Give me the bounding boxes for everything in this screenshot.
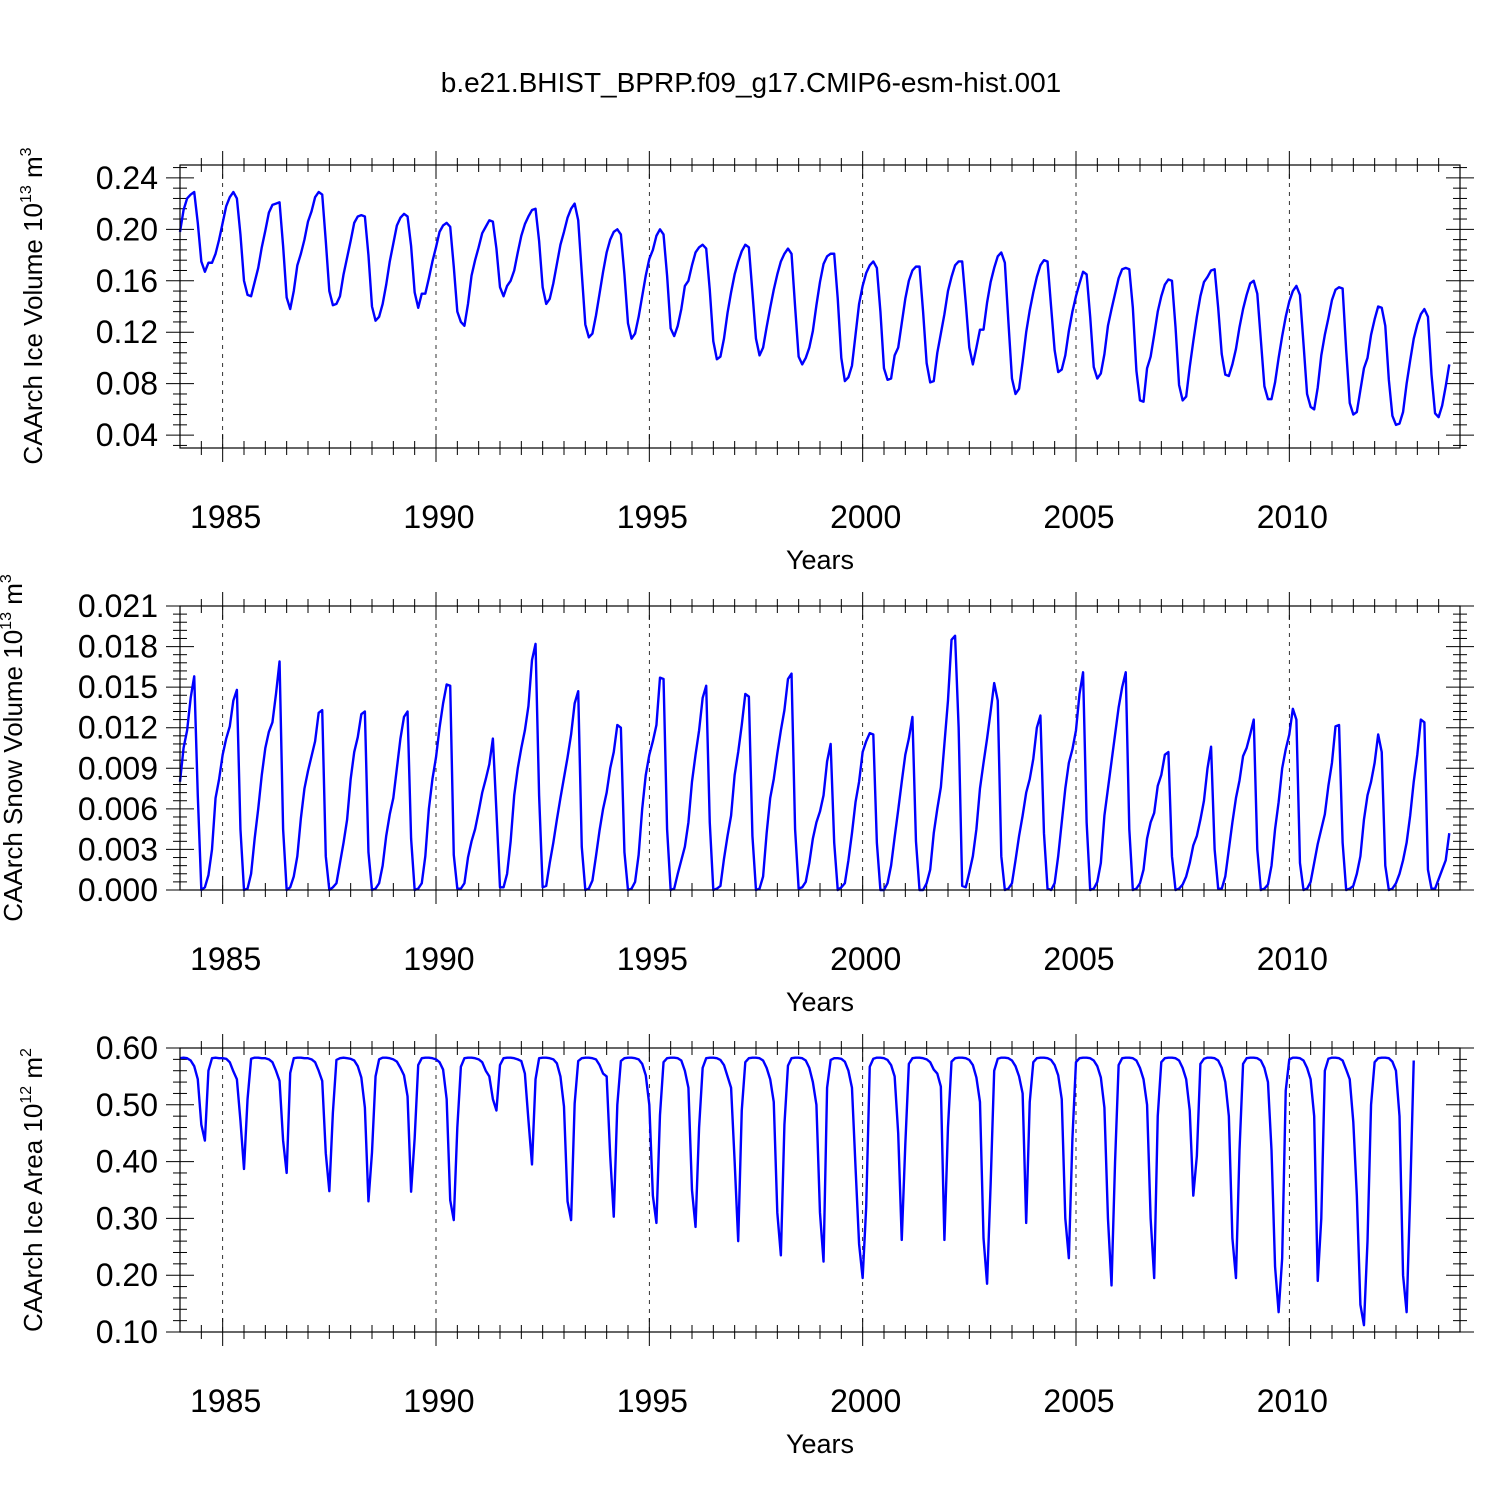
snow-volume-x-axis-title: Years bbox=[786, 987, 854, 1017]
snow-volume-y-axis-title-unit-exp: 3 bbox=[0, 574, 15, 583]
ice-volume-x-axis-title: Years bbox=[786, 545, 854, 575]
ice-area-y-tick-label: 0.10 bbox=[96, 1314, 158, 1350]
ice-volume-x-tick-label: 2005 bbox=[1043, 499, 1114, 535]
ice-volume-y-tick-label: 0.16 bbox=[96, 263, 158, 299]
ice-area-y-tick-label: 0.30 bbox=[96, 1200, 158, 1236]
ice-area-y-axis-title-exp: 12 bbox=[18, 1086, 35, 1104]
ice-area-x-axis-title: Years bbox=[786, 1429, 854, 1459]
ice-area-x-tick-label: 1990 bbox=[403, 1383, 474, 1419]
ice-area-y-tick-label: 0.20 bbox=[96, 1257, 158, 1293]
snow-volume-y-axis-title-exp: 13 bbox=[0, 612, 15, 630]
ice-volume-y-axis-title-unit: m bbox=[18, 156, 48, 185]
snow-volume-x-tick-label: 2010 bbox=[1257, 941, 1328, 977]
snow-volume-x-tick-label: 1985 bbox=[190, 941, 261, 977]
snow-volume-x-tick-label: 1995 bbox=[617, 941, 688, 977]
ice-area-y-tick-label: 0.60 bbox=[96, 1030, 158, 1066]
ice-area-x-tick-label: 1995 bbox=[617, 1383, 688, 1419]
ice-volume-series-line bbox=[178, 190, 1451, 427]
snow-volume-panel: 0.000 0.003 0.006 0.009 0.012 0.015 0.018 0.021… bbox=[0, 574, 1474, 1017]
snow-volume-y-tick-label: 0.003 bbox=[78, 831, 158, 867]
ice-area-y-axis-title-unit-exp: 2 bbox=[18, 1048, 35, 1057]
snow-volume-x-tick-label: 2005 bbox=[1043, 941, 1114, 977]
ice-volume-x-tick-label: 1985 bbox=[190, 499, 261, 535]
snow-volume-y-axis-title-unit: m bbox=[0, 583, 28, 612]
ice-volume-x-tick-label: 2000 bbox=[830, 499, 901, 535]
ice-area-y-tick-label: 0.50 bbox=[96, 1087, 158, 1123]
snow-volume-y-axis-title: CAArch Snow Volume 1013 m3 bbox=[0, 574, 28, 922]
snow-volume-x-tick-label: 2000 bbox=[830, 941, 901, 977]
snow-volume-y-tick-label: 0.015 bbox=[78, 669, 158, 705]
ice-area-plot-frame bbox=[179, 1047, 1461, 1333]
snow-volume-plot-frame bbox=[179, 605, 1461, 891]
snow-volume-y-tick-label: 0.021 bbox=[78, 588, 158, 624]
ice-volume-y-axis-title-unit-exp: 3 bbox=[18, 147, 35, 156]
ice-area-panel: 0.10 0.20 0.30 0.40 0.50 0.60 1985 1990 1995 2000… bbox=[18, 1030, 1474, 1459]
ice-volume-x-tick-label: 1990 bbox=[403, 499, 474, 535]
ice-area-x-tick-label: 2000 bbox=[830, 1383, 901, 1419]
ice-volume-y-axis-title: CAArch Ice Volume 1013 m3 bbox=[18, 147, 48, 464]
snow-volume-y-tick-label: 0.018 bbox=[78, 629, 158, 665]
ice-area-series-line bbox=[179, 1056, 1415, 1327]
snow-volume-y-tick-label: 0.012 bbox=[78, 710, 158, 746]
ice-area-y-axis-title: CAArch Ice Area 1012 m2 bbox=[18, 1048, 48, 1332]
snow-volume-y-axis-title-main: CAArch Snow Volume 10 bbox=[0, 630, 28, 922]
ice-volume-y-tick-label: 0.08 bbox=[96, 366, 158, 402]
ice-volume-y-axis-title-exp: 13 bbox=[18, 185, 35, 203]
figure-title: b.e21.BHIST_BPRP.f09_g17.CMIP6-esm-hist.… bbox=[441, 67, 1061, 98]
ice-volume-y-tick-label: 0.12 bbox=[96, 314, 158, 350]
ice-volume-y-tick-label: 0.04 bbox=[96, 417, 158, 453]
snow-volume-y-tick-label: 0.009 bbox=[78, 750, 158, 786]
ice-volume-y-axis-title-main: CAArch Ice Volume 10 bbox=[18, 203, 48, 465]
ice-area-y-tick-label: 0.40 bbox=[96, 1144, 158, 1180]
snow-volume-y-tick-label: 0.000 bbox=[78, 872, 158, 908]
ice-area-y-axis-title-unit: m bbox=[18, 1057, 48, 1086]
ice-area-x-tick-label: 2005 bbox=[1043, 1383, 1114, 1419]
ice-volume-x-tick-label: 2010 bbox=[1257, 499, 1328, 535]
ice-volume-plot-frame bbox=[179, 164, 1461, 449]
ice-volume-y-tick-label: 0.20 bbox=[96, 211, 158, 247]
ice-area-x-tick-label: 2010 bbox=[1257, 1383, 1328, 1419]
snow-volume-series-line bbox=[178, 634, 1451, 892]
ice-volume-panel: 0.04 0.08 0.12 0.16 0.20 0.24 1985 1990 1995 2000… bbox=[18, 147, 1474, 575]
snow-volume-x-tick-label: 1990 bbox=[403, 941, 474, 977]
ice-volume-y-tick-label: 0.24 bbox=[96, 160, 158, 196]
ice-area-y-axis-title-main: CAArch Ice Area 10 bbox=[18, 1104, 48, 1332]
ice-volume-x-tick-label: 1995 bbox=[617, 499, 688, 535]
snow-volume-y-tick-label: 0.006 bbox=[78, 791, 158, 827]
ice-area-x-tick-label: 1985 bbox=[190, 1383, 261, 1419]
